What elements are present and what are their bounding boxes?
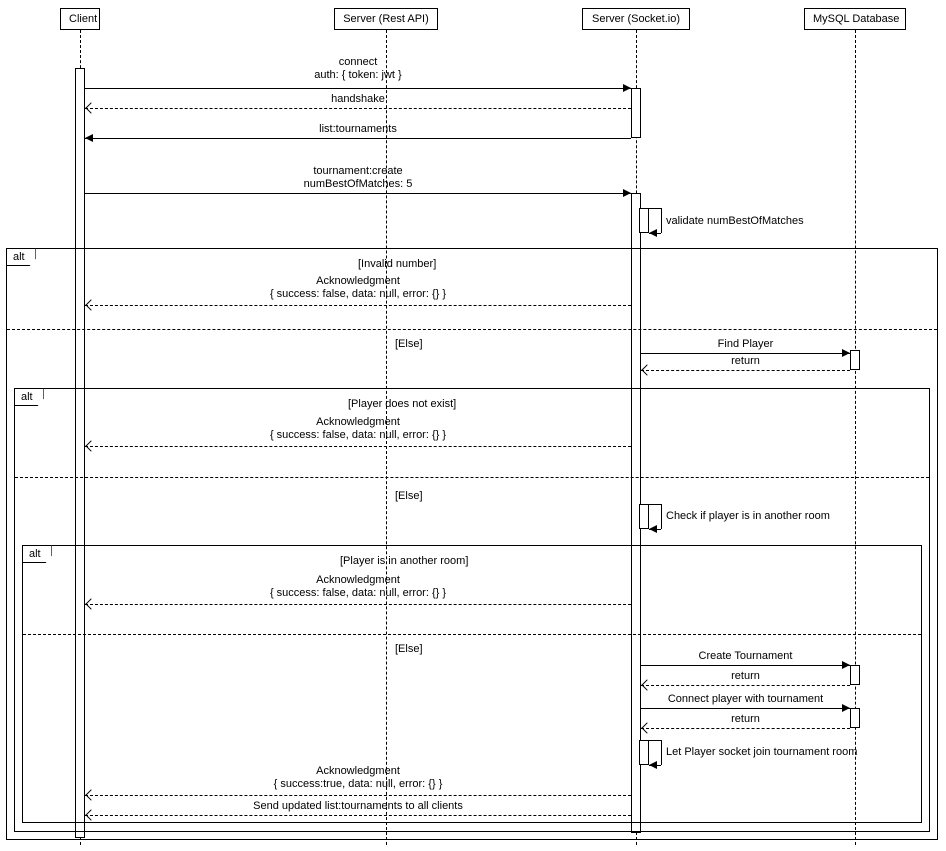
alt-divider-3 — [23, 634, 921, 635]
msg-handshake-line — [85, 108, 631, 109]
self-check-2 — [661, 504, 662, 529]
participant-restapi: Server (Rest API) — [334, 8, 438, 30]
activation-socketio-self1 — [639, 208, 649, 233]
msg-ack-ok-label: Acknowledgment{ success:true, data: null… — [85, 765, 631, 791]
msg-connectP-label: Connect player with tournament — [641, 693, 850, 706]
alt-divider-2 — [15, 477, 929, 478]
msg-return2-line — [641, 685, 850, 686]
alt-tag-2: alt — [14, 388, 44, 406]
msg-find-line — [641, 353, 850, 354]
alt-tag-1: alt — [6, 248, 36, 266]
msg-ack-inroom-label: Acknowledgment{ success: false, data: nu… — [85, 574, 631, 600]
alt-tag-3: alt — [22, 545, 52, 563]
self-validate-2 — [661, 208, 662, 233]
self-join-1 — [641, 740, 661, 741]
msg-connect-label: connectauth: { token: jwt } — [85, 56, 631, 82]
activation-socketio-1 — [631, 88, 641, 138]
arrow — [649, 525, 657, 533]
participant-socketio: Server (Socket.io) — [582, 8, 690, 30]
guard-noplayer: [Player does not exist] — [348, 398, 456, 410]
arrow — [623, 189, 631, 197]
msg-ack-noplayer-line — [85, 446, 631, 447]
arrow — [85, 134, 93, 142]
guard-else-3: [Else] — [395, 643, 423, 655]
msg-ack-ok-line — [85, 795, 631, 796]
arrow — [649, 761, 657, 769]
arrow — [842, 704, 850, 712]
guard-invalid: [Invalid number] — [358, 258, 436, 270]
msg-return1-label: return — [641, 355, 850, 368]
msg-sendlist-line — [85, 815, 631, 816]
msg-join-label: Let Player socket join tournament room — [666, 746, 857, 759]
msg-return3-label: return — [641, 713, 850, 726]
self-check-1 — [641, 504, 661, 505]
msg-connect-line — [85, 88, 631, 89]
msg-createT-line — [641, 665, 850, 666]
arrow — [842, 661, 850, 669]
msg-create-line — [85, 193, 631, 194]
msg-create-label: tournament:createnumBestOfMatches: 5 — [85, 165, 631, 191]
msg-ack-invalid-line — [85, 305, 631, 306]
guard-else-2: [Else] — [395, 490, 423, 502]
msg-return3-line — [641, 728, 850, 729]
self-validate-1 — [641, 208, 661, 209]
msg-createT-label: Create Tournament — [641, 650, 850, 663]
guard-else-1: [Else] — [395, 338, 423, 350]
msg-ack-noplayer-label: Acknowledgment{ success: false, data: nu… — [85, 416, 631, 442]
guard-inroom: [Player is in another room] — [340, 555, 468, 567]
participant-mysql: MySQL Database — [804, 8, 906, 30]
participant-client: Client — [60, 8, 100, 30]
arrow — [649, 229, 657, 237]
msg-list-line — [85, 138, 631, 139]
msg-handshake-label: handshake — [85, 93, 631, 106]
arrow — [623, 84, 631, 92]
msg-return1-line — [641, 370, 850, 371]
sequence-diagram: Client Server (Rest API) Server (Socket.… — [0, 0, 946, 851]
msg-sendlist-label: Send updated list:tournaments to all cli… — [85, 800, 631, 813]
msg-validate-label: validate numBestOfMatches — [666, 215, 804, 228]
msg-list-label: list:tournaments — [85, 123, 631, 136]
self-join-2 — [661, 740, 662, 765]
msg-ack-inroom-line — [85, 604, 631, 605]
msg-check-label: Check if player is in another room — [666, 510, 830, 523]
msg-return2-label: return — [641, 670, 850, 683]
msg-find-label: Find Player — [641, 338, 850, 351]
msg-ack-invalid-label: Acknowledgment{ success: false, data: nu… — [85, 275, 631, 301]
alt-divider-1 — [7, 329, 937, 330]
msg-connectP-line — [641, 708, 850, 709]
